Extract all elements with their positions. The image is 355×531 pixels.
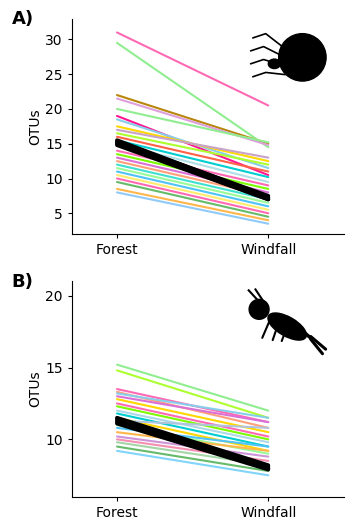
Y-axis label: OTUs: OTUs <box>28 371 42 407</box>
Y-axis label: OTUs: OTUs <box>28 108 42 144</box>
Text: A): A) <box>12 10 34 28</box>
Text: B): B) <box>12 272 34 290</box>
